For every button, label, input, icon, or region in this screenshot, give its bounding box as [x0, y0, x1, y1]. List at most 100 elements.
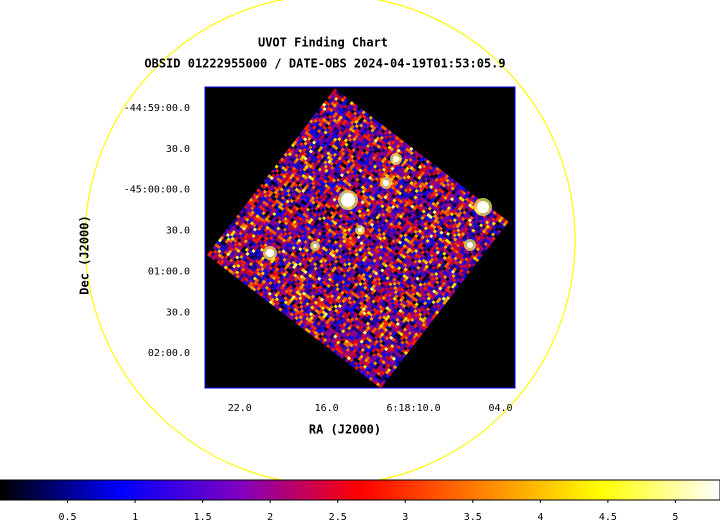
pixel	[307, 254, 312, 259]
pixel	[304, 312, 309, 317]
pixel	[361, 371, 366, 376]
pixel	[361, 302, 366, 308]
pixel	[293, 311, 299, 316]
pixel	[230, 251, 235, 256]
pixel	[317, 261, 322, 266]
pixel	[337, 353, 343, 358]
pixel	[270, 297, 275, 302]
pixel	[249, 232, 254, 237]
pixel	[259, 213, 264, 218]
pixel	[248, 272, 253, 278]
pixel	[317, 325, 322, 331]
pixel	[314, 324, 320, 329]
pixel	[251, 218, 256, 224]
pixel	[372, 322, 377, 328]
pixel	[320, 256, 326, 262]
pixel	[245, 271, 251, 276]
pixel	[267, 291, 272, 296]
pixel	[318, 334, 323, 339]
pixel	[306, 245, 311, 251]
pixel	[224, 258, 230, 264]
pixel	[341, 348, 346, 353]
pixel	[254, 254, 259, 260]
pixel	[295, 294, 301, 299]
pixel	[355, 290, 360, 296]
pixel	[366, 329, 372, 335]
pixel	[278, 273, 283, 278]
pixel	[360, 294, 365, 299]
pixel	[361, 352, 366, 357]
pixel	[363, 334, 368, 339]
pixel	[257, 211, 262, 216]
pixel	[258, 224, 264, 229]
pixel	[270, 233, 276, 238]
pixel	[346, 351, 351, 357]
pixel	[320, 321, 326, 326]
pixel	[323, 288, 328, 293]
pixel	[320, 267, 325, 272]
pixel	[211, 256, 216, 261]
pixel	[289, 293, 294, 298]
pixel	[278, 224, 283, 229]
pixel	[244, 262, 249, 267]
pixel	[414, 332, 419, 337]
pixel	[330, 298, 335, 303]
pixel	[272, 265, 278, 270]
pixel	[338, 327, 343, 332]
pixel	[336, 340, 341, 345]
pixel	[383, 342, 388, 347]
pixel	[294, 296, 299, 301]
pixel	[322, 265, 327, 270]
pixel	[230, 221, 235, 226]
pixel	[366, 340, 371, 345]
pixel	[398, 327, 403, 333]
pixel	[258, 284, 263, 289]
pixel	[364, 362, 370, 367]
pixel	[311, 332, 316, 338]
pixel	[291, 305, 296, 310]
pixel	[270, 293, 275, 298]
pixel	[317, 330, 322, 335]
pixel	[322, 303, 328, 308]
pixel	[267, 238, 272, 243]
pixel	[261, 241, 266, 246]
pixel	[330, 313, 335, 318]
pixel	[288, 284, 293, 289]
pixel	[357, 352, 362, 357]
pixel	[388, 350, 394, 355]
pixel	[324, 301, 329, 306]
pixel	[384, 331, 389, 337]
pixel	[379, 362, 385, 367]
pixel	[259, 209, 264, 214]
pixel	[408, 339, 414, 344]
pixel	[285, 312, 290, 318]
pixel	[279, 281, 284, 286]
pixel	[246, 245, 251, 250]
pixel	[384, 361, 389, 367]
pixel	[231, 240, 236, 246]
pixel	[281, 264, 286, 269]
pixel	[308, 262, 314, 267]
pixel	[341, 329, 346, 334]
pixel	[239, 273, 244, 279]
pixel	[315, 279, 320, 284]
pixel	[330, 283, 336, 288]
pixel	[281, 230, 286, 235]
pixel	[274, 277, 279, 283]
pixel	[296, 298, 301, 303]
pixel	[249, 236, 254, 241]
pixel	[379, 309, 384, 314]
pixel	[234, 221, 240, 226]
pixel	[280, 305, 285, 310]
pixel	[275, 271, 281, 276]
pixel	[409, 343, 414, 348]
pixel	[281, 283, 286, 288]
pixel	[263, 262, 269, 267]
pixel	[261, 294, 266, 299]
pixel	[349, 323, 354, 328]
pixel	[304, 259, 309, 264]
pixel	[346, 336, 351, 342]
pixel	[368, 357, 373, 362]
pixel	[279, 300, 284, 306]
pixel	[228, 269, 233, 274]
